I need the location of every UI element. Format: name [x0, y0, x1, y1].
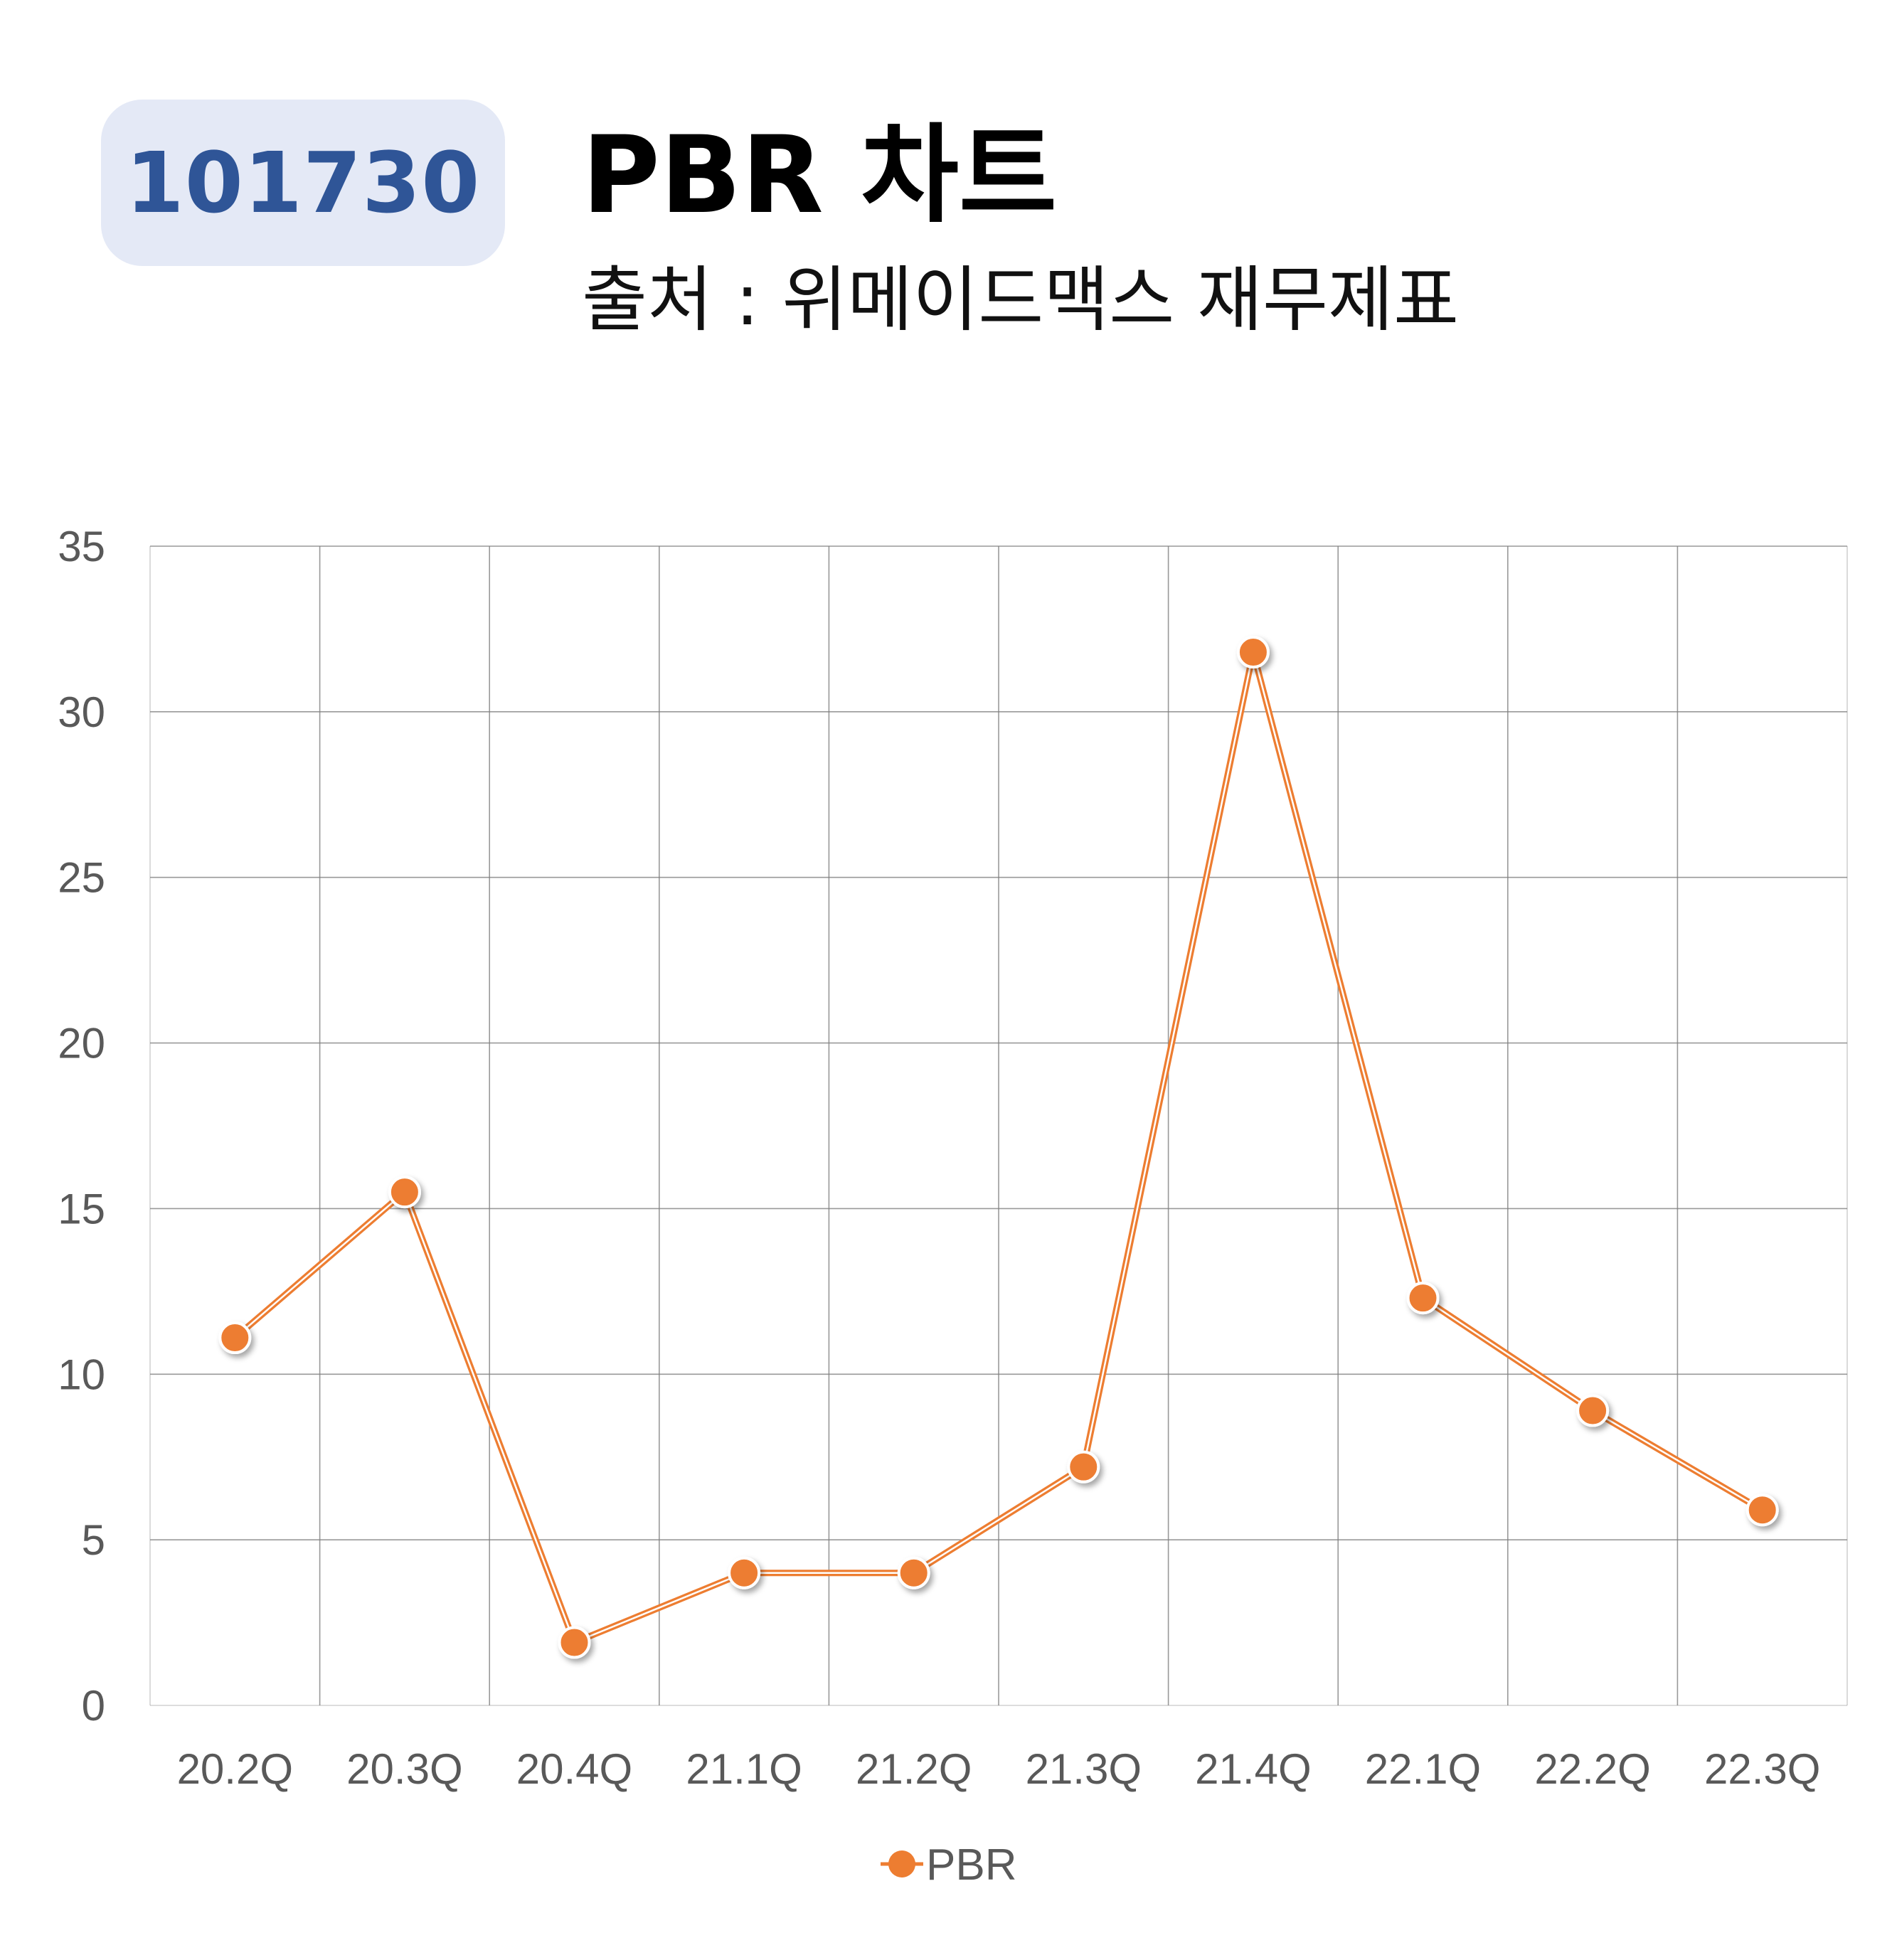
data-point-marker [897, 1556, 930, 1589]
x-tick-label: 21.4Q [1195, 1745, 1311, 1793]
pbr-series [218, 636, 1779, 1659]
y-tick-label: 25 [58, 854, 105, 902]
gridlines [149, 545, 1848, 1706]
series-line-inner [234, 651, 1763, 1644]
data-point-marker [558, 1626, 591, 1659]
x-tick-label: 22.2Q [1534, 1745, 1650, 1793]
y-tick-label: 20 [58, 1020, 105, 1067]
stock-code: 101730 [125, 134, 481, 232]
data-point-marker [1576, 1394, 1610, 1427]
chart-title: PBR 차트 [582, 114, 1057, 238]
x-tick-label: 22.3Q [1704, 1745, 1820, 1793]
x-axis-tick-labels: 20.2Q 20.3Q 20.4Q 21.1Q 21.2Q 21.3Q 21.4Q 22.1Q… [177, 1745, 1821, 1793]
chart-source: 출처 : 위메이드맥스 재무제표 [582, 258, 1460, 341]
data-point-marker [1236, 636, 1270, 669]
stock-code-badge: 101730 [101, 100, 505, 266]
legend: PBR [881, 1841, 1016, 1890]
x-tick-label: 22.1Q [1365, 1745, 1481, 1793]
x-tick-label: 20.4Q [516, 1745, 632, 1793]
y-axis-tick-labels: 0 5 10 15 20 25 30 35 [58, 523, 105, 1730]
data-point-marker [1067, 1450, 1100, 1484]
data-point-marker [218, 1321, 252, 1355]
legend-marker-swatch [888, 1850, 915, 1878]
x-tick-label: 21.1Q [686, 1745, 802, 1793]
data-point-marker [728, 1556, 761, 1589]
data-point-marker [1406, 1282, 1440, 1315]
y-tick-label: 5 [82, 1516, 105, 1564]
x-tick-label: 20.2Q [177, 1745, 293, 1793]
y-tick-label: 0 [82, 1682, 105, 1730]
data-point-marker [1745, 1493, 1779, 1527]
y-tick-label: 10 [58, 1351, 105, 1398]
y-tick-label: 30 [58, 688, 105, 736]
x-tick-label: 21.2Q [856, 1745, 972, 1793]
legend-label: PBR [926, 1841, 1016, 1890]
data-point-marker [388, 1176, 421, 1209]
x-tick-label: 20.3Q [346, 1745, 462, 1793]
y-tick-label: 35 [58, 523, 105, 570]
x-tick-label: 21.3Q [1026, 1745, 1142, 1793]
y-tick-label: 15 [58, 1185, 105, 1232]
